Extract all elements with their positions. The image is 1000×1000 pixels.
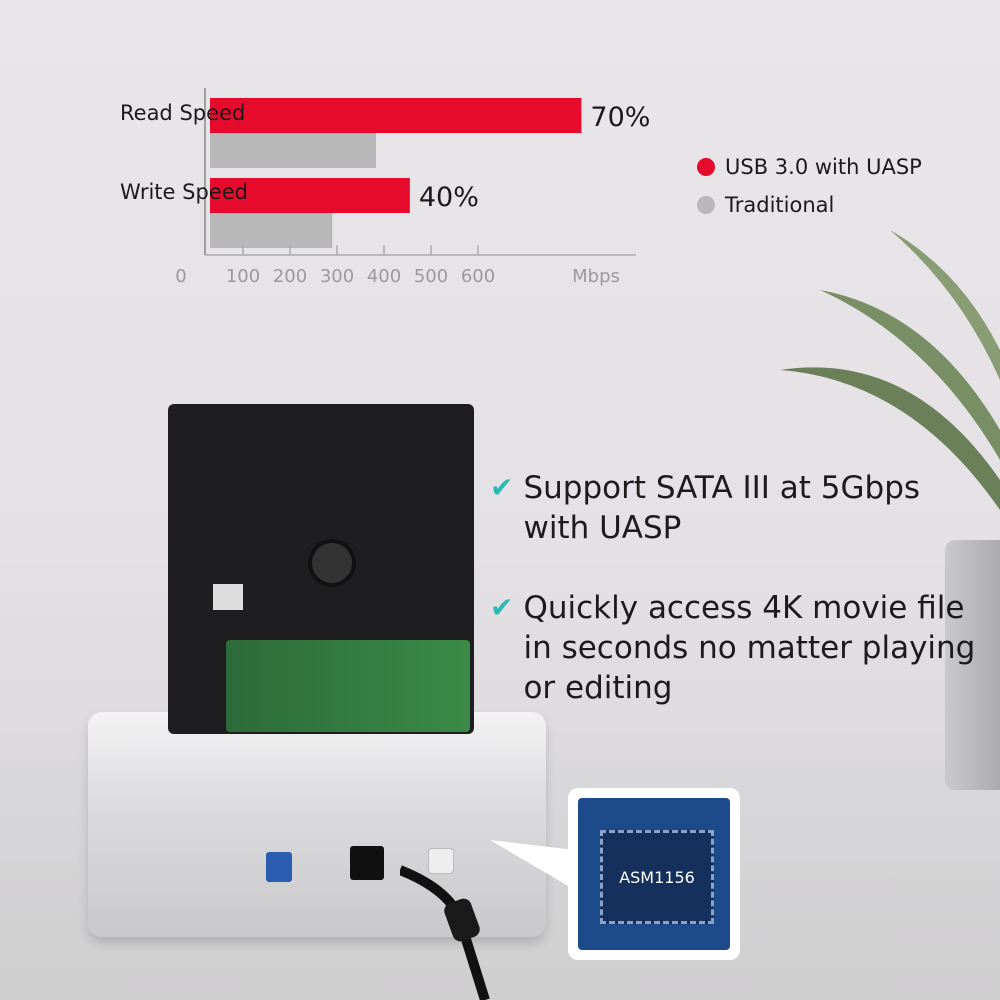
label-sticker [213,584,243,610]
tick-label: 0 [175,266,186,287]
hdd-docking-station [88,712,546,937]
bar-uasp [210,98,582,133]
bar-traditional [210,133,377,168]
legend-item: Traditional [697,193,922,217]
check-icon: ✔ [490,591,514,624]
legend-swatch [697,158,715,176]
plant-leaves [780,230,1000,510]
feature-list: ✔ Support SATA III at 5Gbps with UASP ✔ Qu… [490,468,980,708]
tick-label: 300 [320,266,354,287]
tick-label: 400 [367,266,401,287]
chip-callout: ASM1156 [568,788,740,960]
legend-label: Traditional [725,193,835,217]
speed-chart: 70% 40% 0 100 200 300 400 500 600 Mbps [175,88,650,287]
legend: USB 3.0 with UASP Traditional [697,155,922,217]
category-label: Write Speed [120,180,248,204]
tick-label: 500 [414,266,448,287]
tick-label: 100 [226,266,260,287]
legend-swatch [697,196,715,214]
feature-item: ✔ Quickly access 4K movie file in seconds… [490,588,980,708]
legend-label: USB 3.0 with UASP [725,155,922,179]
bar-uasp [210,178,410,213]
power-cable [400,865,490,1000]
callout-pointer [490,840,575,890]
check-icon: ✔ [490,471,514,504]
data-label: 70% [590,102,650,133]
chip-label: ASM1156 [600,830,714,924]
feature-item: ✔ Support SATA III at 5Gbps with UASP [490,468,980,548]
chip-board: ASM1156 [578,798,730,950]
legend-item: USB 3.0 with UASP [697,155,922,179]
power-button [428,848,454,874]
circuit-board [226,640,470,732]
tick-label: 200 [273,266,307,287]
category-label: Read Speed [120,101,246,125]
x-axis-label: Mbps [572,266,620,287]
feature-text: Quickly access 4K movie file in seconds … [523,590,976,706]
tick-label: 600 [461,266,495,287]
bar-traditional [210,213,333,248]
usb-port [266,852,292,882]
spindle [308,539,356,587]
plant-pot [945,540,1000,790]
power-port [350,846,384,880]
data-label: 40% [419,182,479,213]
feature-text: Support SATA III at 5Gbps with UASP [523,470,921,546]
